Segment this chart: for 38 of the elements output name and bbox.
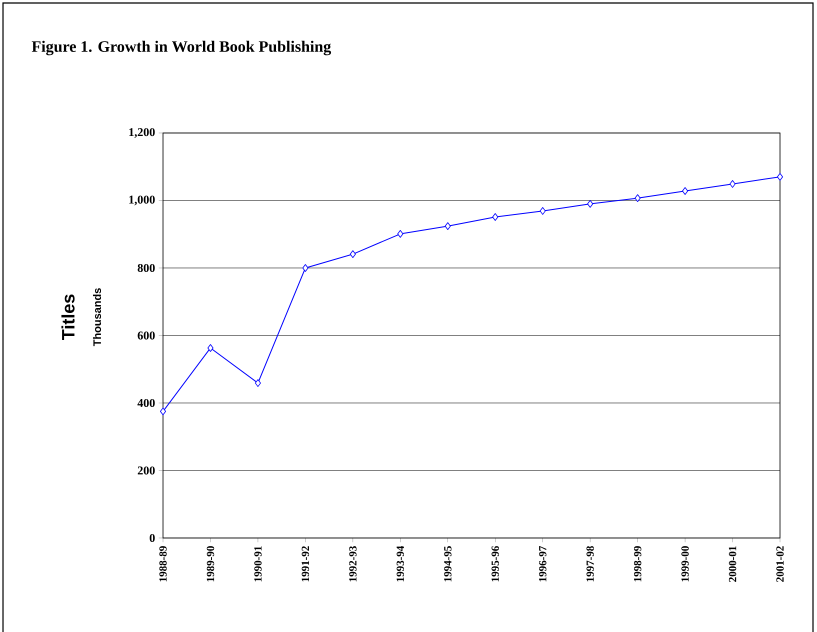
y-tick-label: 0 [150, 534, 155, 542]
y-tick-label: 800 [138, 264, 155, 272]
point [302, 264, 308, 272]
point [634, 194, 641, 202]
point [587, 200, 594, 208]
point [444, 222, 451, 230]
point [730, 180, 736, 188]
point [397, 230, 404, 238]
x-tick-label: 1994-95 [444, 546, 452, 582]
x-tick-label: 1992-93 [349, 546, 357, 582]
x-tick-label: 1999-00 [681, 546, 689, 582]
x-tick-label: 1989-90 [206, 546, 214, 582]
x-tick-label: 1991-92 [302, 546, 310, 582]
point [207, 344, 214, 352]
y-tick-label: 1,200 [129, 128, 155, 138]
chart-title: Figure 1. Growth in World Book Publishing [32, 40, 332, 56]
x-tick-label: 1998-99 [634, 546, 642, 582]
x-tick-label: 2001-02 [776, 546, 784, 582]
x-tick-label: 1996-97 [539, 546, 546, 582]
point [540, 207, 546, 215]
point [254, 379, 261, 387]
x-tick-label: 1997-98 [586, 546, 594, 582]
x-tick-label: 2000-01 [728, 546, 736, 582]
point [492, 213, 498, 221]
x-tick-label: 1988-89 [159, 546, 167, 582]
y-tick-label: 200 [138, 466, 155, 475]
point [776, 172, 784, 181]
point [682, 187, 688, 195]
point [350, 250, 356, 258]
point [160, 408, 166, 416]
y-axis-title: Titles [61, 294, 75, 340]
x-tick-label: 1990-91 [254, 546, 262, 582]
text: Thousands [92, 288, 102, 346]
x-tick-label: 1995-96 [492, 546, 499, 582]
y-tick-label: 1,000 [129, 196, 155, 206]
y-tick-label: 400 [137, 398, 155, 408]
y-tick-label: 600 [138, 331, 155, 340]
x-tick-label: 1993-94 [396, 546, 404, 582]
